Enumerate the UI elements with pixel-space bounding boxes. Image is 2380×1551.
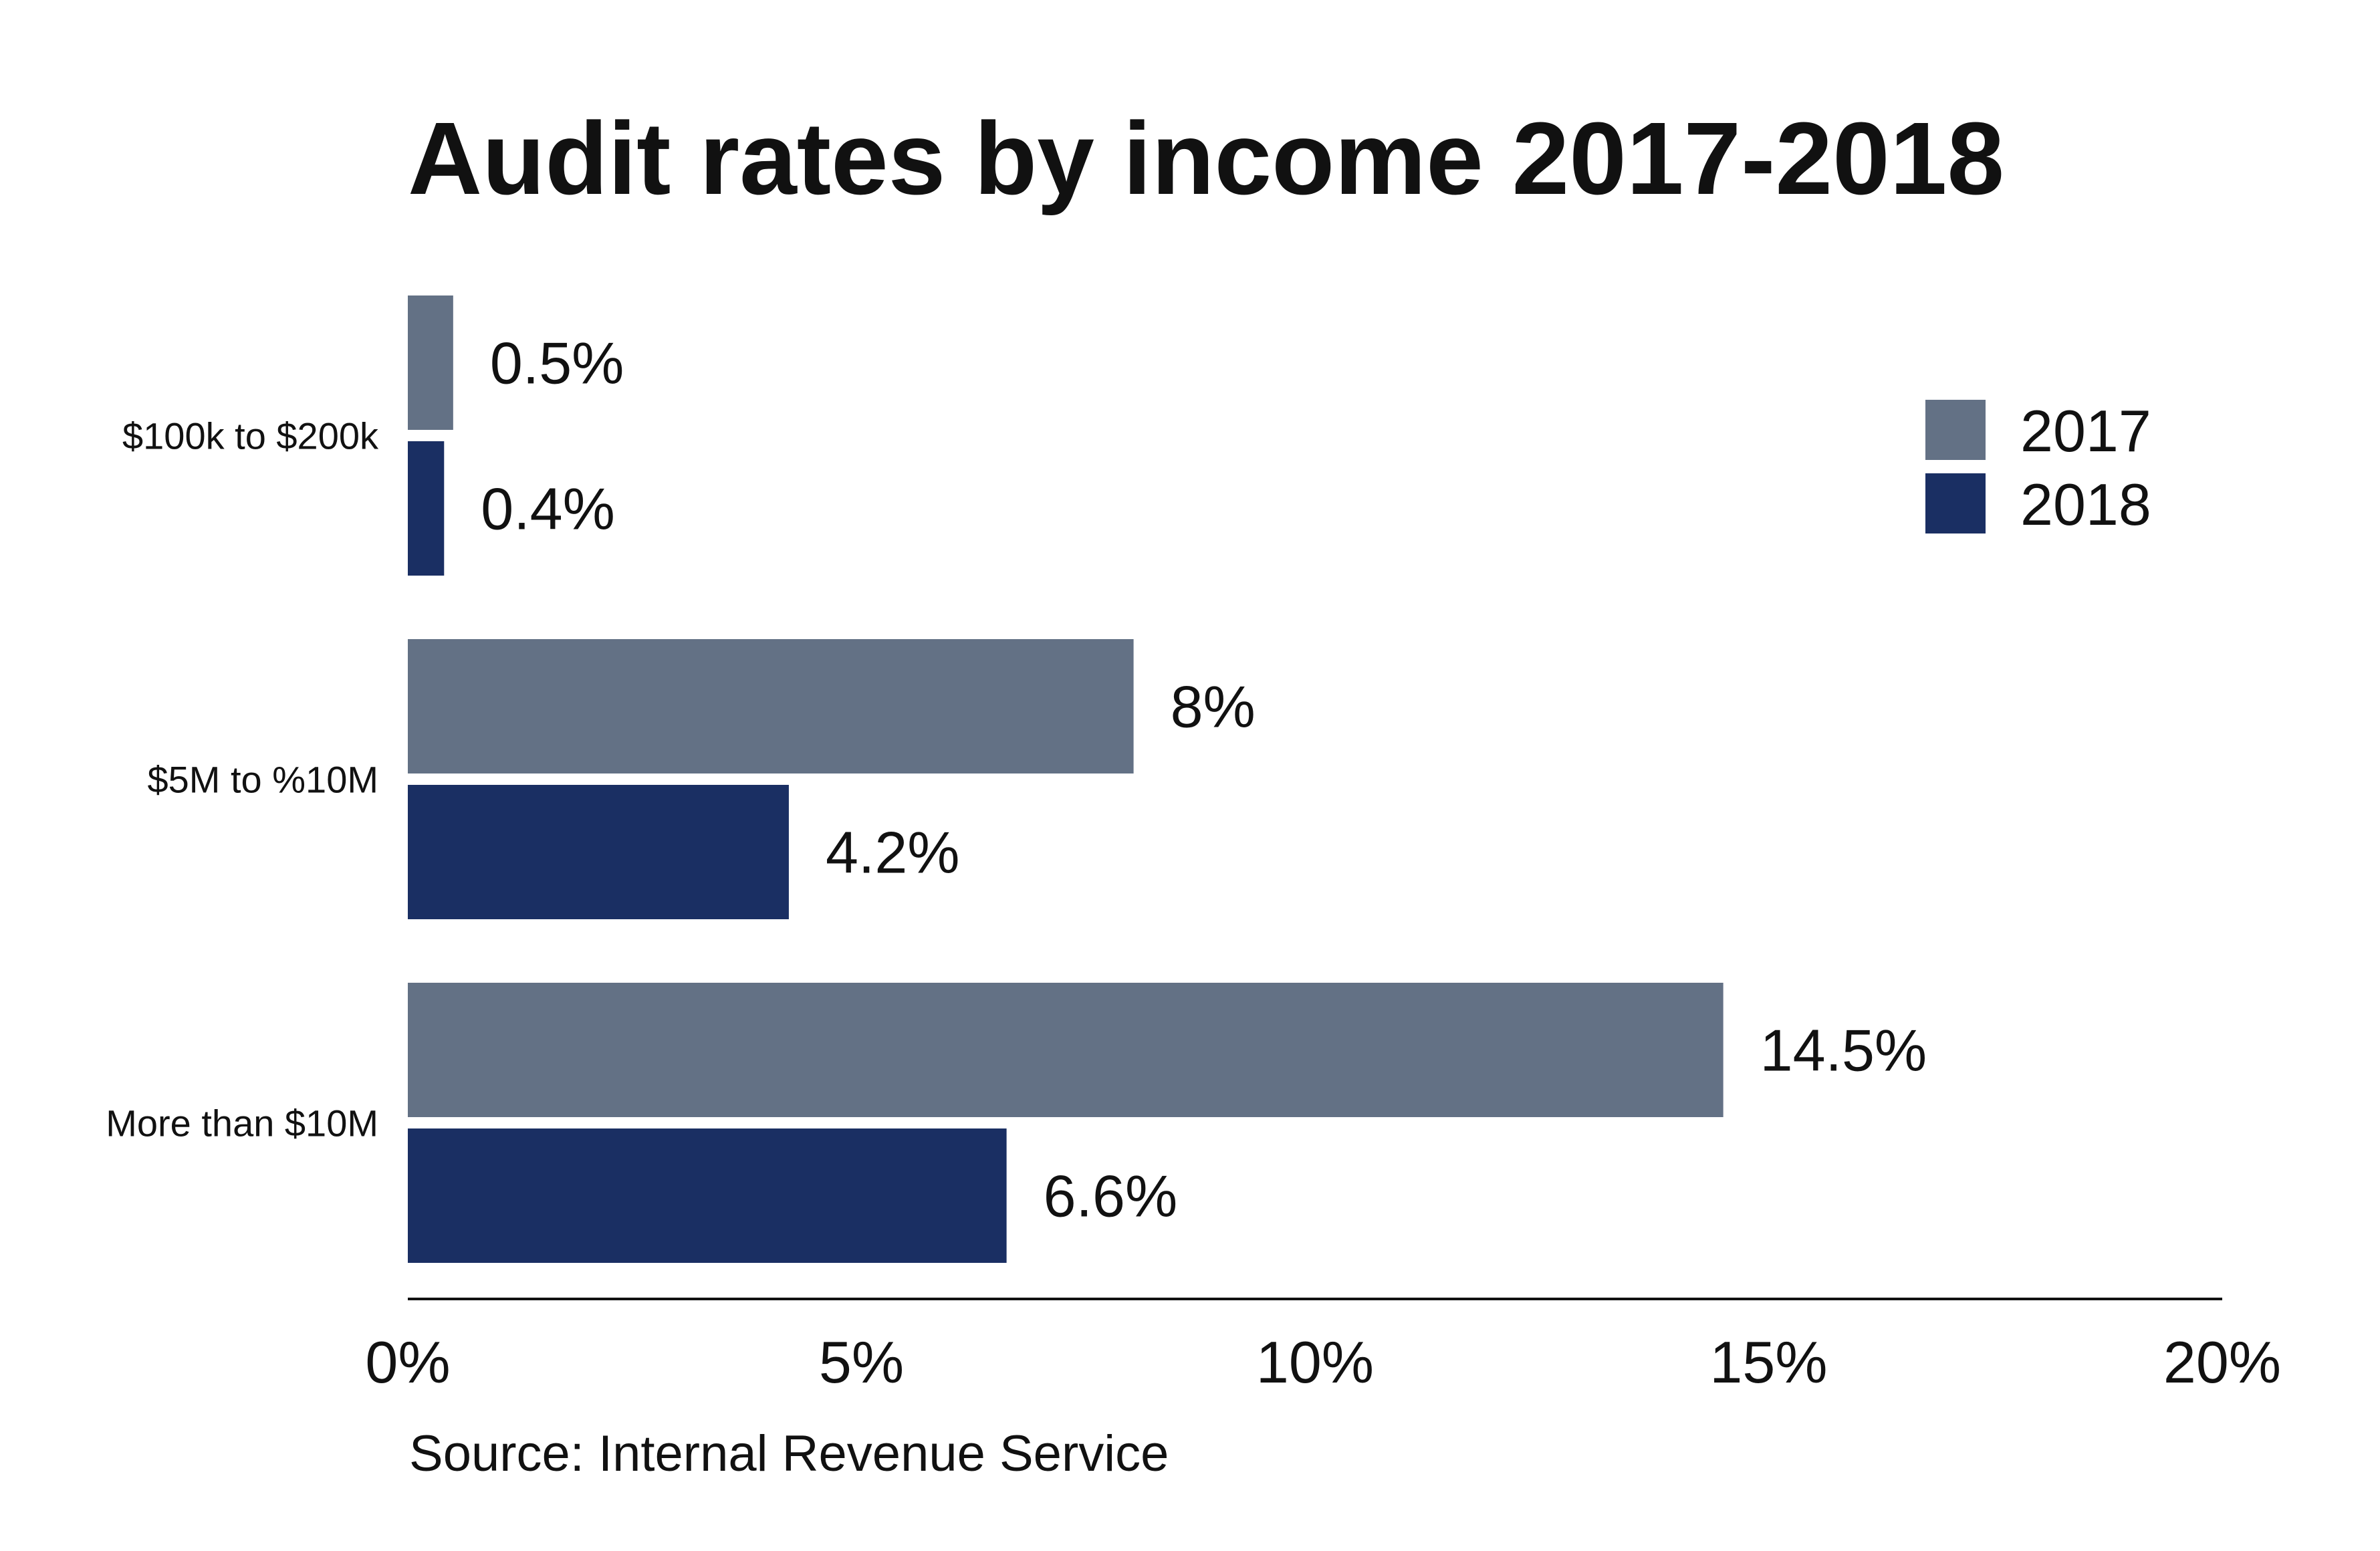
- bar-2017-2: [408, 983, 1723, 1117]
- x-tick-label-0: 0%: [365, 1329, 450, 1395]
- bar-2017-0: [408, 295, 453, 430]
- legend-swatch-2017: [1925, 400, 1986, 460]
- data-label-2017-0: 0.5%: [490, 330, 624, 396]
- bars-layer: [408, 295, 1723, 1263]
- data-label-2017-2: 14.5%: [1760, 1018, 1927, 1084]
- x-tick-label-1: 5%: [819, 1329, 904, 1395]
- x-tick-label-2: 10%: [1256, 1329, 1374, 1395]
- legend-label-2018: 2018: [2020, 471, 2151, 538]
- x-axis-ticks: 0% 5% 10% 15% 20%: [365, 1329, 2281, 1395]
- data-label-2018-2: 6.6%: [1044, 1163, 1178, 1229]
- legend-swatch-2018: [1925, 473, 1986, 533]
- x-tick-label-3: 15%: [1709, 1329, 1827, 1395]
- bar-2017-1: [408, 639, 1134, 773]
- legend-label-2017: 2017: [2020, 398, 2151, 464]
- bar-2018-0: [408, 441, 445, 576]
- data-label-2018-1: 4.2%: [826, 820, 960, 886]
- data-label-2018-0: 0.4%: [481, 476, 615, 542]
- category-label-0: $100k to $200k: [122, 415, 379, 457]
- x-tick-label-4: 20%: [2163, 1329, 2281, 1395]
- legend: 2017 2018: [1925, 398, 2151, 538]
- category-label-1: $5M to %10M: [148, 759, 379, 801]
- bar-2018-2: [408, 1128, 1007, 1263]
- labels-layer: 0.5% 0.4% $100k to $200k 8% 4.2% $5M to %10M 1…: [106, 330, 1927, 1229]
- data-label-2017-1: 8%: [1171, 674, 1256, 740]
- chart-title: Audit rates by income 2017-2018: [408, 101, 2004, 216]
- bar-2018-1: [408, 785, 789, 919]
- source-note: Source: Internal Revenue Service: [409, 1425, 1169, 1482]
- category-label-2: More than $10M: [106, 1102, 378, 1145]
